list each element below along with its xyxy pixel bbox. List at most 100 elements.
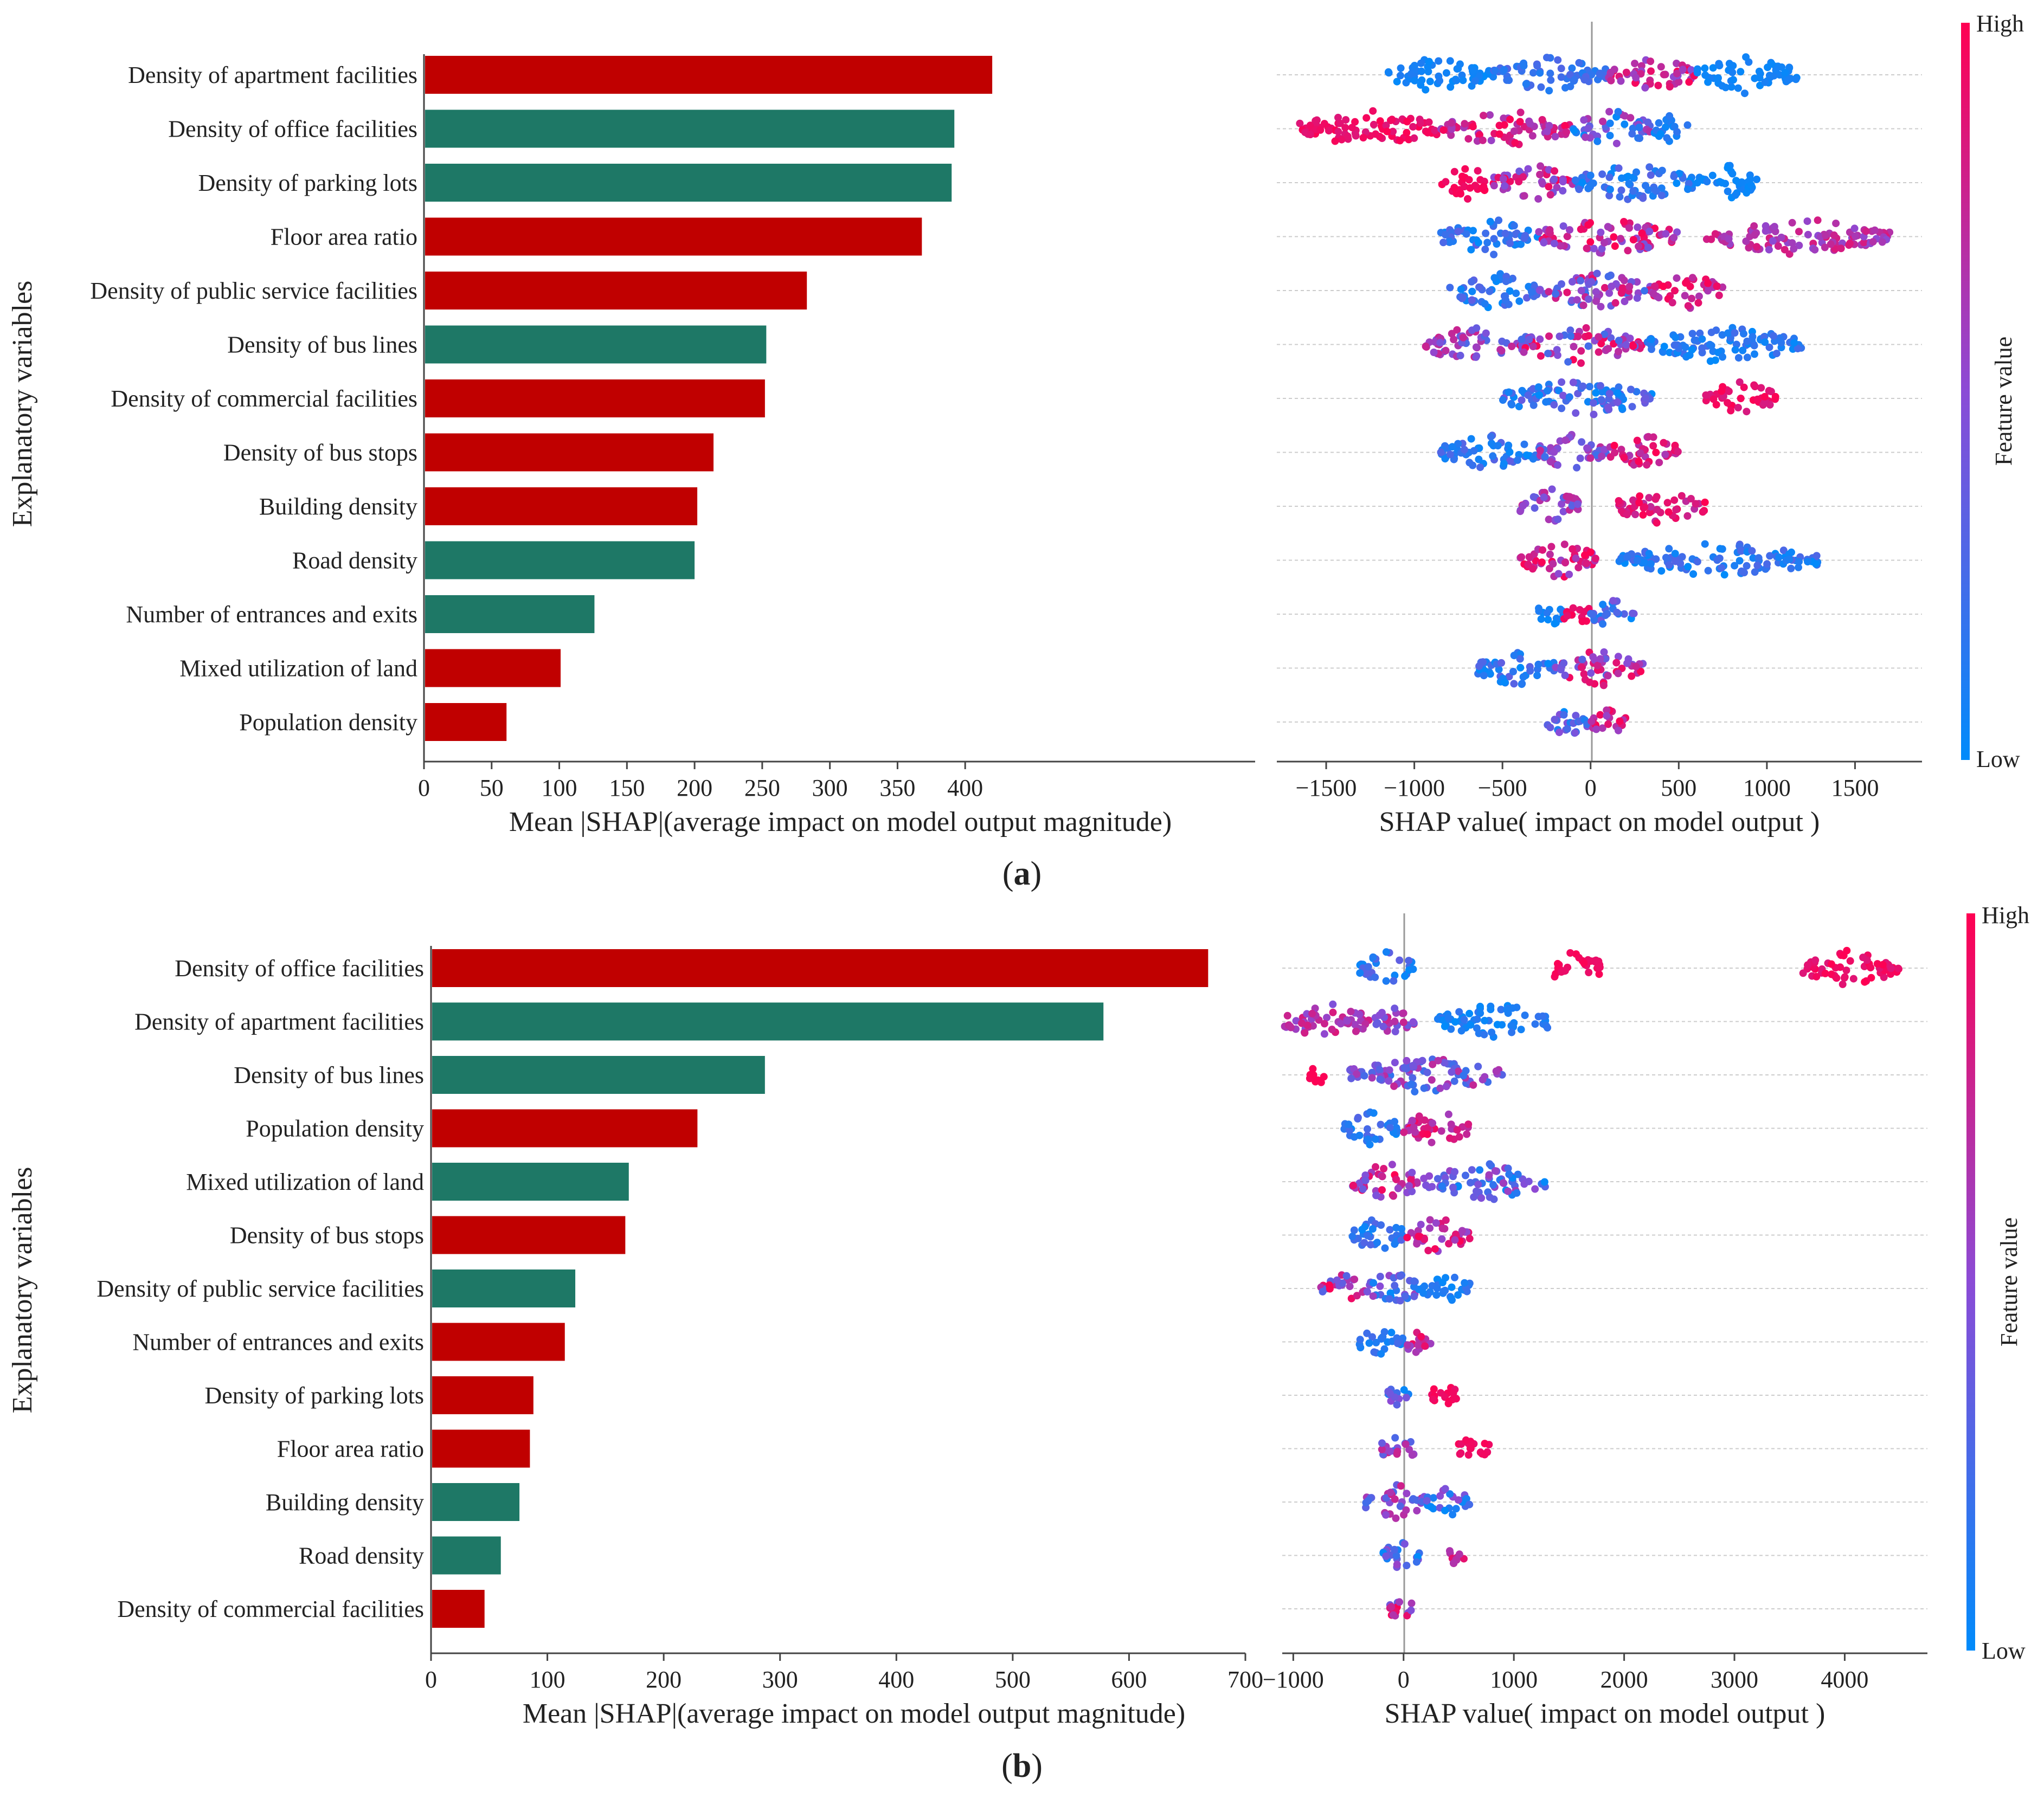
shap-point	[1520, 348, 1528, 356]
bar	[425, 164, 952, 202]
shap-point	[1585, 678, 1593, 686]
shap-point	[1653, 506, 1661, 513]
bar-tick-label: 350	[879, 775, 915, 801]
shap-point	[1516, 655, 1524, 663]
shap-point	[1531, 1185, 1539, 1193]
shap-point	[1603, 706, 1611, 714]
shap-point	[1345, 1120, 1353, 1129]
shap-point	[1474, 1181, 1482, 1189]
panel-a-swarm-ticks: −1500 −1000 −500 0 500 1000 1500	[1296, 762, 1879, 801]
shap-point	[1580, 608, 1588, 616]
shap-point	[1716, 545, 1724, 553]
shap-point	[1707, 328, 1715, 337]
shap-point	[1473, 324, 1481, 332]
shap-point	[1531, 504, 1539, 512]
shap-point	[1693, 65, 1701, 73]
shap-point	[1367, 1241, 1374, 1249]
shap-point	[1355, 1131, 1364, 1139]
shap-point	[1397, 64, 1405, 72]
shap-point	[1325, 127, 1333, 135]
feature-label: Road density	[299, 1543, 424, 1569]
shap-point	[1811, 956, 1820, 964]
shap-point	[1447, 83, 1455, 91]
shap-point	[1477, 1194, 1486, 1202]
shap-point	[1472, 353, 1480, 361]
bar	[432, 1002, 1104, 1041]
shap-point	[1701, 71, 1709, 79]
shap-point	[1879, 961, 1887, 969]
shap-point	[1593, 661, 1602, 669]
panel-b-feature-labels: Density of office facilities Density of a…	[97, 955, 424, 1622]
shap-point	[1401, 1292, 1409, 1300]
shap-point	[1468, 278, 1476, 286]
shap-point	[1652, 448, 1660, 456]
shap-point	[1657, 130, 1665, 138]
shap-point	[1672, 557, 1680, 565]
shap-point	[1425, 118, 1433, 126]
shap-point	[1386, 1390, 1394, 1398]
shap-point	[1538, 116, 1546, 124]
shap-point	[1795, 228, 1803, 236]
shap-point	[1658, 191, 1666, 199]
shap-point	[1344, 132, 1352, 140]
shap-point	[1472, 343, 1480, 351]
shap-point	[1704, 279, 1712, 287]
shap-point	[1544, 616, 1552, 624]
feature-label: Road density	[292, 547, 417, 574]
shap-point	[1576, 454, 1584, 462]
shap-point	[1662, 230, 1670, 238]
panel-b-swarm-points	[1281, 946, 1902, 1620]
shap-point	[1286, 1022, 1294, 1030]
shap-point	[1365, 1339, 1373, 1347]
shap-point	[1528, 132, 1537, 140]
shap-point	[1490, 182, 1498, 190]
shap-point	[1639, 511, 1647, 519]
shap-point	[1348, 124, 1356, 132]
shap-point	[1693, 558, 1701, 566]
shap-point	[1486, 217, 1494, 225]
panel-a-swarm-points	[1296, 53, 1894, 737]
shap-point	[1438, 1279, 1447, 1286]
shap-point	[1468, 1166, 1476, 1174]
shap-point	[1316, 126, 1325, 134]
bar	[432, 1483, 520, 1521]
shap-point	[1684, 185, 1692, 194]
shap-point	[1812, 552, 1821, 560]
bar-tick-label: 400	[947, 775, 983, 801]
panel-b-swarm-ticks: −1000 0 1000 2000 3000 4000	[1263, 1653, 1868, 1693]
shap-point	[1662, 123, 1669, 131]
shap-point	[1636, 492, 1644, 500]
shap-point	[1296, 119, 1304, 127]
swarm-tick-label: −1500	[1296, 775, 1357, 801]
shap-point	[1329, 1000, 1337, 1008]
shap-point	[1578, 617, 1586, 626]
shap-point	[1379, 1022, 1387, 1030]
shap-point	[1695, 292, 1703, 300]
shap-point	[1336, 119, 1344, 127]
shap-point	[1569, 545, 1577, 553]
shap-point	[1623, 511, 1631, 519]
shap-point	[1737, 395, 1745, 402]
shap-point	[1602, 655, 1610, 663]
shap-point	[1516, 108, 1525, 117]
shap-point	[1698, 344, 1706, 352]
shap-point	[1546, 724, 1554, 732]
shap-point	[1508, 1004, 1516, 1012]
shap-point	[1442, 346, 1450, 355]
shap-point	[1698, 335, 1706, 343]
shap-point	[1587, 278, 1596, 286]
shap-point	[1549, 560, 1557, 568]
shap-point	[1551, 167, 1559, 175]
shap-point	[1400, 1128, 1408, 1136]
bar	[425, 325, 767, 364]
shap-point	[1646, 228, 1654, 235]
shap-point	[1621, 120, 1629, 128]
shap-point	[1614, 398, 1622, 407]
shap-point	[1394, 1184, 1402, 1193]
shap-point	[1492, 1067, 1500, 1075]
shap-point	[1421, 1342, 1429, 1350]
shap-point	[1623, 659, 1631, 667]
shap-point	[1467, 1021, 1475, 1029]
shap-point	[1655, 459, 1663, 467]
shap-point	[1469, 123, 1477, 131]
